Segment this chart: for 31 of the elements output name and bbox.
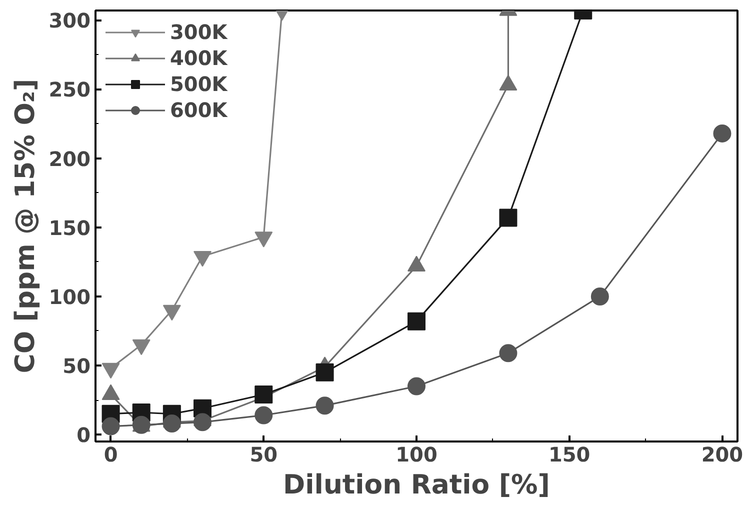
y-tick-label: 300 <box>48 8 90 33</box>
legend-label: 300K <box>170 20 228 44</box>
x-tick-label: 0 <box>104 442 118 466</box>
x-axis-title: Dilution Ratio [%] <box>283 470 550 500</box>
point <box>102 417 120 436</box>
point <box>254 406 273 424</box>
point <box>162 414 181 433</box>
legend-label: 600K <box>170 98 228 122</box>
y-tick-label: 50 <box>62 354 91 378</box>
point <box>499 344 518 362</box>
y-tick-label: 100 <box>48 284 90 309</box>
point <box>316 363 334 382</box>
x-tick-label: 100 <box>396 442 438 466</box>
legend-label: 400K <box>170 46 228 70</box>
point <box>316 396 334 415</box>
point <box>408 312 426 330</box>
y-axis-title: CO [ppm @ 15% O₂] <box>10 78 41 374</box>
x-tick-label: 50 <box>250 442 278 466</box>
point <box>194 413 212 432</box>
point <box>590 287 609 306</box>
x-tick-label: 200 <box>701 442 744 466</box>
y-tick-label: 150 <box>48 216 90 240</box>
y-tick-label: 200 <box>48 146 90 171</box>
x-tick-label: 150 <box>548 442 590 466</box>
legend-label: 500K <box>170 72 228 96</box>
y-tick-label: 0 <box>76 423 91 448</box>
y-tick-label: 250 <box>48 78 90 102</box>
point <box>194 250 212 267</box>
point <box>254 232 273 248</box>
point <box>408 377 426 396</box>
point <box>499 208 518 227</box>
